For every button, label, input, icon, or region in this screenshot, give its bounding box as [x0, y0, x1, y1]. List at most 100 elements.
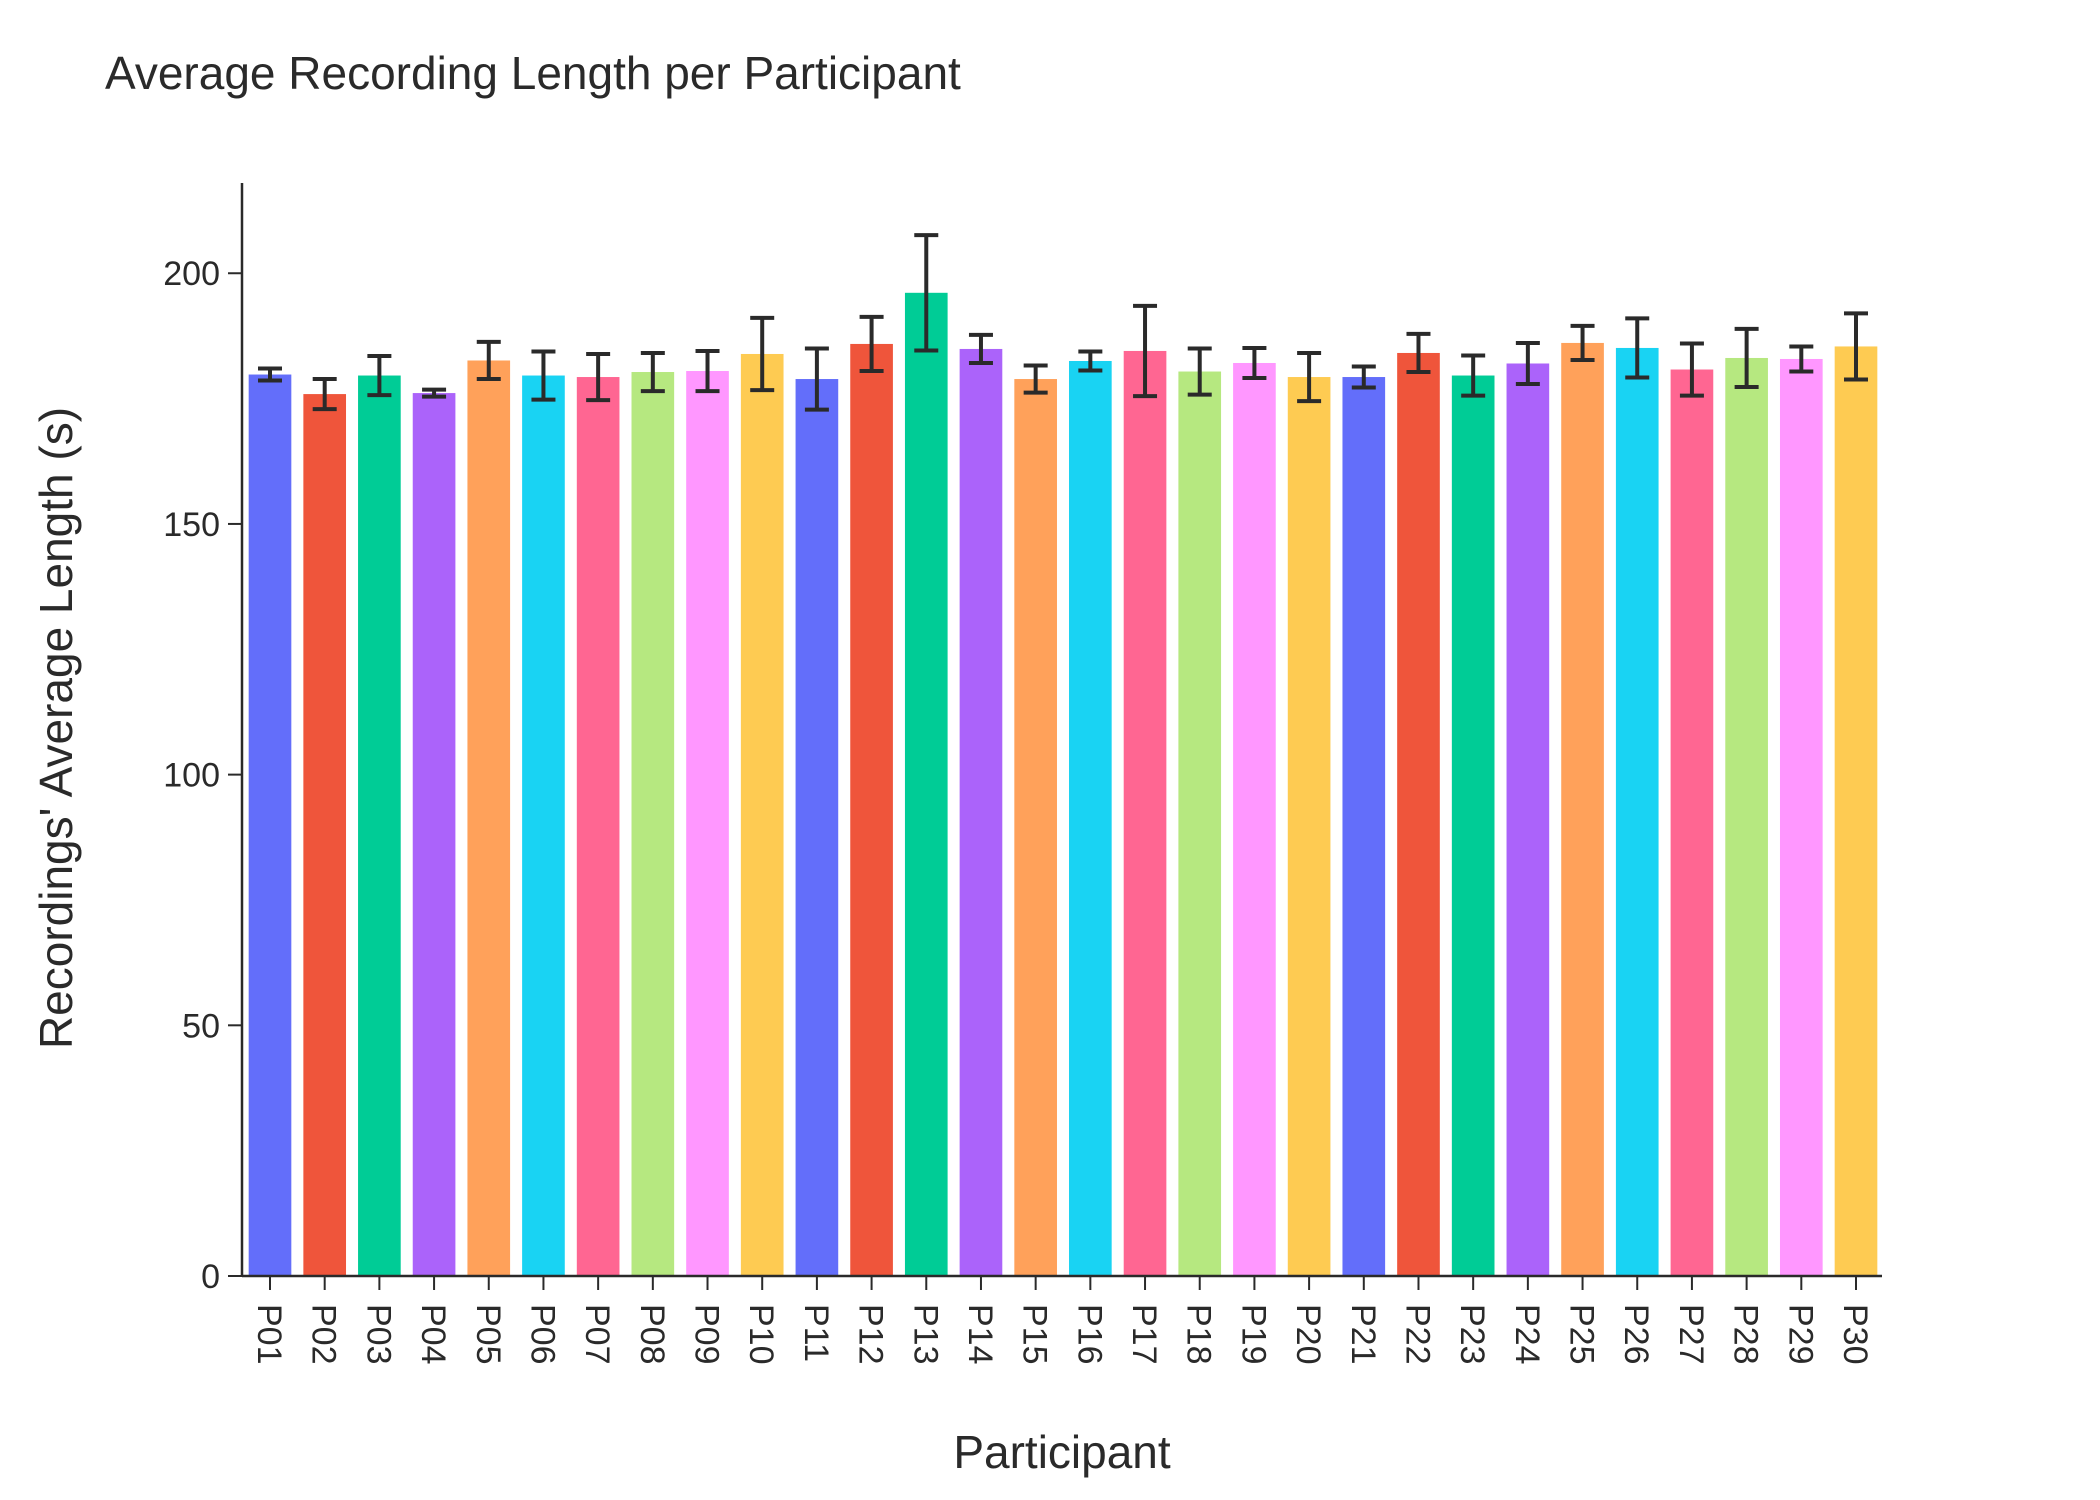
- x-tick-label-p04: P04: [414, 1304, 452, 1365]
- bar-p01: [248, 374, 292, 1276]
- bar-p11: [795, 379, 839, 1276]
- x-axis-title: Participant: [953, 1426, 1171, 1478]
- error-bar-p14: [968, 332, 993, 365]
- bar-p14: [959, 348, 1003, 1276]
- x-tick-label-p02: P02: [305, 1304, 343, 1365]
- y-axis-title: Recordings' Average Length (s): [30, 407, 82, 1049]
- bar-p24: [1506, 363, 1550, 1276]
- error-bar-p22: [1406, 331, 1431, 375]
- bar-p17: [1123, 350, 1167, 1276]
- y-tick-label-100: 100: [163, 757, 220, 795]
- error-bar-p29: [1789, 344, 1814, 374]
- x-tick-label-p09: P09: [688, 1304, 726, 1365]
- x-tick-label-p06: P06: [523, 1304, 561, 1365]
- error-bar-p24: [1515, 340, 1540, 387]
- y-tick-label-200: 200: [163, 255, 220, 293]
- bar-p23: [1451, 375, 1495, 1276]
- x-tick-label-p30: P30: [1836, 1304, 1874, 1365]
- bar-p25: [1561, 342, 1604, 1277]
- error-bar-p04: [422, 387, 447, 399]
- bar-p09: [686, 371, 729, 1276]
- y-tick-label-150: 150: [163, 506, 220, 544]
- x-tick-label-p17: P17: [1125, 1304, 1163, 1365]
- x-tick-label-p28: P28: [1727, 1304, 1765, 1365]
- bar-p10: [740, 353, 784, 1277]
- x-tick-label-p21: P21: [1344, 1304, 1382, 1365]
- bar-p20: [1287, 377, 1331, 1276]
- chart-title: Average Recording Length per Participant: [105, 47, 961, 99]
- error-bar-p01: [258, 366, 282, 383]
- error-bar-p05: [476, 339, 501, 382]
- bar-p27: [1670, 369, 1714, 1276]
- y-tick-label-50: 50: [182, 1007, 220, 1045]
- x-tick-label-p05: P05: [469, 1304, 507, 1365]
- bars: [248, 292, 1878, 1277]
- error-bar-p08: [640, 350, 665, 394]
- bar-p05: [467, 360, 511, 1276]
- bar-p28: [1725, 357, 1768, 1276]
- bar-p21: [1342, 377, 1386, 1276]
- x-tick-label-p27: P27: [1672, 1304, 1710, 1365]
- bar-p18: [1178, 371, 1222, 1276]
- axes: [228, 183, 1882, 1290]
- x-tick-label-p10: P10: [742, 1304, 780, 1365]
- y-tick-label-0: 0: [201, 1258, 220, 1296]
- bar-p30: [1834, 346, 1878, 1277]
- x-tick-label-p14: P14: [961, 1304, 999, 1365]
- error-bar-p07: [586, 351, 611, 403]
- error-bar-p02: [312, 377, 337, 412]
- error-bar-p23: [1461, 353, 1486, 398]
- bar-p03: [358, 375, 401, 1276]
- x-tick-label-p24: P24: [1508, 1304, 1546, 1365]
- error-bar-p10: [750, 315, 775, 393]
- error-bar-p27: [1679, 341, 1704, 398]
- bar-p29: [1779, 358, 1823, 1276]
- error-bar-p11: [804, 346, 829, 412]
- bar-p22: [1397, 352, 1440, 1276]
- x-tick-label-p16: P16: [1070, 1304, 1108, 1365]
- bar-p06: [522, 375, 565, 1276]
- error-bar-p28: [1734, 326, 1759, 390]
- tick-labels: P01 P02 P03 P04 P05 P06 P07 P08 P09 P10 P11 P12 P13 P…: [163, 255, 1874, 1364]
- bar-p04: [412, 393, 456, 1276]
- error-bar-p17: [1133, 303, 1158, 399]
- x-tick-label-p12: P12: [852, 1304, 890, 1365]
- bar-p26: [1615, 347, 1659, 1276]
- x-tick-label-p03: P03: [359, 1304, 397, 1365]
- x-tick-label-p15: P15: [1016, 1304, 1054, 1365]
- x-tick-label-p18: P18: [1180, 1304, 1218, 1365]
- error-bar-p12: [859, 314, 884, 374]
- error-bar-p09: [695, 348, 720, 394]
- x-tick-label-p22: P22: [1398, 1304, 1436, 1365]
- error-bar-p21: [1351, 364, 1376, 390]
- error-bar-p25: [1570, 323, 1595, 362]
- bar-p07: [576, 377, 620, 1276]
- x-tick-label-p07: P07: [578, 1304, 616, 1365]
- x-tick-label-p01: P01: [250, 1304, 288, 1365]
- error-bar-p19: [1242, 345, 1267, 381]
- bar-p02: [303, 394, 347, 1276]
- x-tick-label-p25: P25: [1563, 1304, 1601, 1365]
- error-bar-p18: [1187, 346, 1212, 397]
- bar-p12: [850, 343, 893, 1276]
- bar-p08: [631, 372, 675, 1276]
- x-tick-label-p29: P29: [1781, 1304, 1819, 1365]
- x-tick-label-p11: P11: [797, 1304, 835, 1362]
- error-bar-p06: [531, 349, 556, 402]
- error-bars: [258, 233, 1868, 412]
- error-bar-p15: [1023, 363, 1048, 395]
- error-bar-p30: [1844, 311, 1868, 382]
- error-bar-p26: [1625, 316, 1650, 380]
- error-bar-p03: [367, 353, 392, 398]
- x-tick-label-p23: P23: [1453, 1304, 1491, 1365]
- x-tick-label-p08: P08: [633, 1304, 671, 1365]
- error-bar-p20: [1297, 350, 1322, 404]
- x-tick-label-p26: P26: [1617, 1304, 1655, 1365]
- x-tick-label-p19: P19: [1234, 1304, 1272, 1365]
- bar-p16: [1069, 360, 1112, 1276]
- bar-p13: [904, 292, 948, 1276]
- error-bar-p13: [914, 233, 939, 353]
- x-tick-label-p20: P20: [1289, 1304, 1327, 1365]
- x-tick-label-p13: P13: [906, 1304, 944, 1365]
